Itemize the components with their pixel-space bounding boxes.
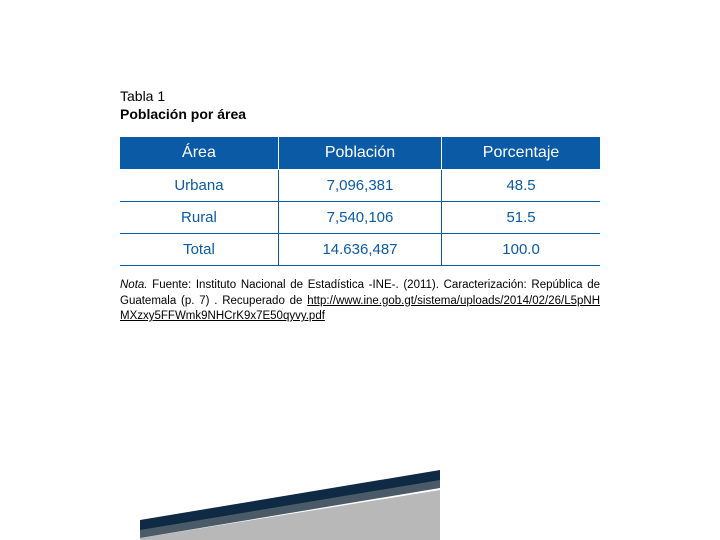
table-row: Urbana 7,096,381 48.5 xyxy=(120,170,600,202)
deco-line-dark xyxy=(140,470,440,532)
table-number: Tabla 1 xyxy=(120,88,600,104)
cell-percent: 51.5 xyxy=(442,202,600,234)
table-header-row: Área Población Porcentaje xyxy=(120,137,600,170)
cell-percent: 100.0 xyxy=(442,234,600,266)
note-label: Nota. xyxy=(120,279,148,291)
population-table: Área Población Porcentaje Urbana 7,096,3… xyxy=(120,136,600,266)
col-header-area: Área xyxy=(120,137,278,170)
table-row: Rural 7,540,106 51.5 xyxy=(120,202,600,234)
cell-area: Total xyxy=(120,234,278,266)
cell-area: Rural xyxy=(120,202,278,234)
deco-shadow xyxy=(140,490,440,540)
table-title: Población por área xyxy=(120,106,600,122)
col-header-percent: Porcentaje xyxy=(442,137,600,170)
slide-content: Tabla 1 Población por área Área Població… xyxy=(120,88,600,325)
cell-percent: 48.5 xyxy=(442,170,600,202)
cell-population: 14.636,487 xyxy=(278,234,441,266)
cell-population: 7,096,381 xyxy=(278,170,441,202)
cell-population: 7,540,106 xyxy=(278,202,441,234)
cell-area: Urbana xyxy=(120,170,278,202)
col-header-population: Población xyxy=(278,137,441,170)
table-note: Nota. Fuente: Instituto Nacional de Esta… xyxy=(120,278,600,325)
table-row: Total 14.636,487 100.0 xyxy=(120,234,600,266)
deco-line-grey xyxy=(140,480,440,538)
slide-decoration xyxy=(140,460,440,540)
